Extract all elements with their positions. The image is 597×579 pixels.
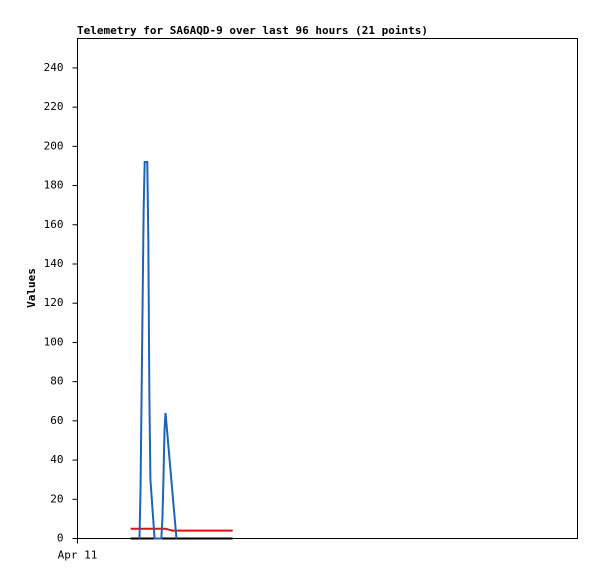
y-tick-label: 100 [44,335,64,348]
series-line [138,161,178,540]
series-line [130,527,233,532]
y-tick-label: 240 [44,61,64,74]
y-tick-label: 160 [44,218,64,231]
y-tick-label: 200 [44,139,64,152]
chart-title: Telemetry for SA6AQD-9 over last 96 hour… [77,24,428,37]
y-tick-label: 180 [44,179,64,192]
plot-frame [77,38,578,539]
y-tick-label: 120 [44,296,64,309]
y-tick-label: 140 [44,257,64,270]
y-tick-label: 220 [44,100,64,113]
y-tick-label: 60 [50,414,63,427]
y-tick-label: 80 [50,375,63,388]
y-tick-label: 0 [57,532,64,545]
y-tick-label: 40 [50,453,63,466]
y-axis-label: Values [25,268,38,308]
y-tick-label: 20 [50,492,63,505]
x-tick-label: Apr 11 [58,549,98,562]
